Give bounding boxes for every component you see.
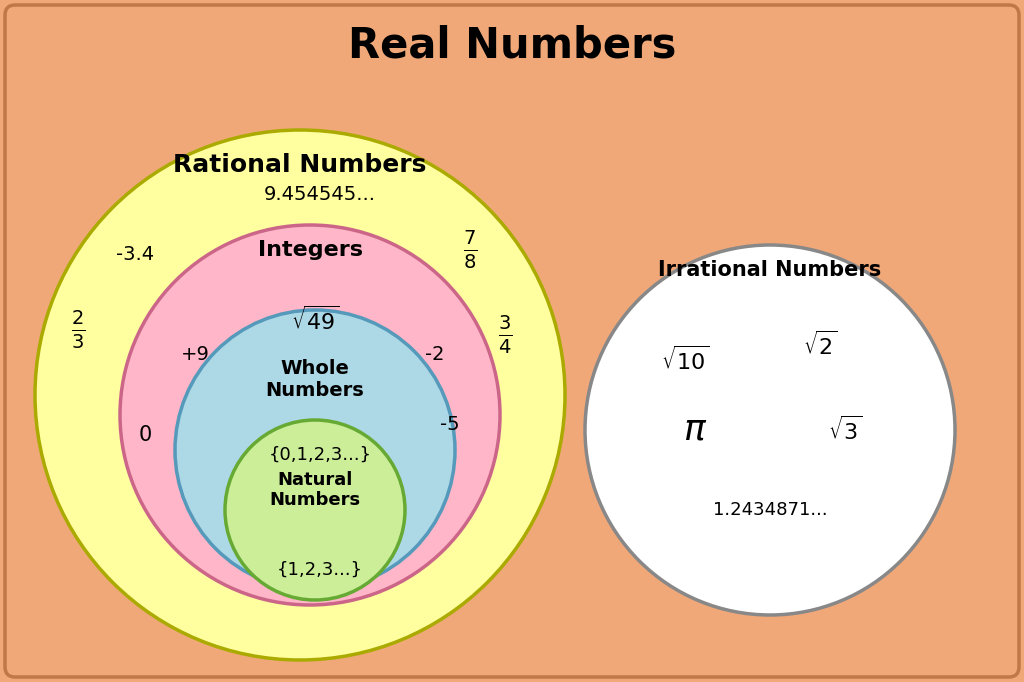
Text: $\frac{2}{3}$: $\frac{2}{3}$: [71, 309, 85, 351]
Circle shape: [120, 225, 500, 605]
Text: {0,1,2,3...}: {0,1,2,3...}: [268, 446, 372, 464]
Text: Real Numbers: Real Numbers: [348, 24, 676, 66]
Circle shape: [35, 130, 565, 660]
Text: $\sqrt{3}$: $\sqrt{3}$: [827, 416, 862, 444]
Text: 9.454545...: 9.454545...: [264, 186, 376, 205]
Text: 1.2434871...: 1.2434871...: [713, 501, 827, 519]
Circle shape: [585, 245, 955, 615]
Text: $\frac{7}{8}$: $\frac{7}{8}$: [463, 229, 477, 271]
Text: $\sqrt{10}$: $\sqrt{10}$: [660, 346, 710, 374]
Text: 0: 0: [138, 425, 152, 445]
Text: Integers: Integers: [257, 240, 362, 260]
Text: Whole
Numbers: Whole Numbers: [265, 359, 365, 400]
Text: $\sqrt{2}$: $\sqrt{2}$: [803, 331, 838, 359]
Text: -5: -5: [440, 415, 460, 434]
Circle shape: [175, 310, 455, 590]
Text: Natural
Numbers: Natural Numbers: [269, 471, 360, 509]
Text: Irrational Numbers: Irrational Numbers: [658, 260, 882, 280]
FancyBboxPatch shape: [5, 5, 1019, 677]
Text: Rational Numbers: Rational Numbers: [173, 153, 427, 177]
Circle shape: [225, 420, 406, 600]
Text: {1,2,3...}: {1,2,3...}: [278, 561, 362, 579]
Text: -2: -2: [425, 346, 444, 364]
Text: $\frac{3}{4}$: $\frac{3}{4}$: [498, 314, 512, 356]
Text: $\pi$: $\pi$: [683, 413, 708, 447]
Text: -3.4: -3.4: [116, 246, 154, 265]
Text: +9: +9: [180, 346, 210, 364]
Text: $\sqrt{49}$: $\sqrt{49}$: [291, 306, 339, 334]
